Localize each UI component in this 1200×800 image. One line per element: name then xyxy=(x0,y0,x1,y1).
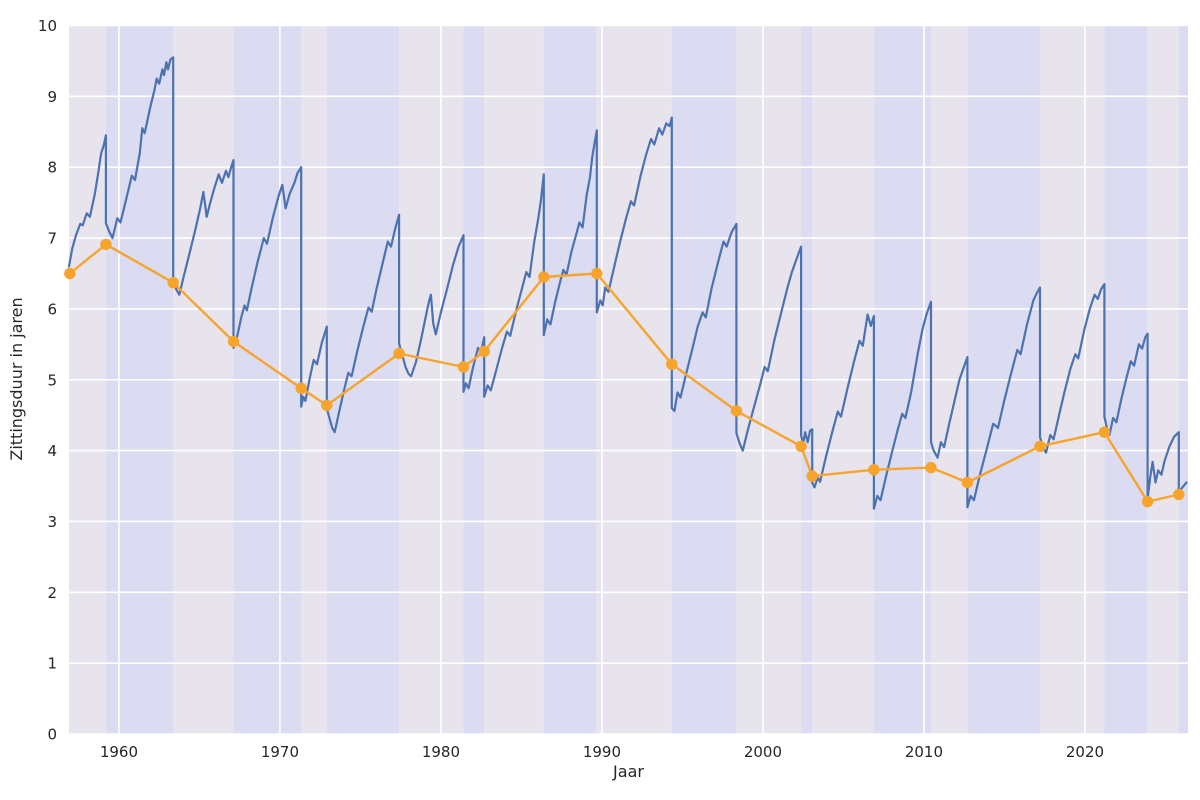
y-tick-label: 10 xyxy=(38,17,57,35)
y-tick-label: 0 xyxy=(47,726,57,744)
election-average-marker xyxy=(393,347,405,360)
x-tick-label: 2000 xyxy=(744,743,782,761)
election-average-marker xyxy=(961,476,974,489)
y-tick-label: 1 xyxy=(47,655,57,673)
tenure-line xyxy=(67,56,1188,510)
x-tick-label: 1960 xyxy=(100,743,138,761)
election-average-marker xyxy=(591,267,603,280)
x-tick-label: 1990 xyxy=(583,743,621,761)
y-tick-label: 6 xyxy=(47,300,57,318)
election-average-marker xyxy=(1098,426,1111,438)
election-average-marker xyxy=(321,399,333,411)
x-tick-label: 1980 xyxy=(422,743,460,761)
election-average-marker xyxy=(457,361,470,373)
election-average-marker xyxy=(806,470,818,482)
election-average-marker xyxy=(795,440,807,452)
election-average-marker xyxy=(868,464,880,476)
election-average-marker xyxy=(730,405,743,417)
y-tick-label: 4 xyxy=(47,442,57,460)
election-average-marker xyxy=(666,358,678,370)
x-tick-label: 2020 xyxy=(1066,743,1104,761)
y-tick-label: 2 xyxy=(47,584,57,602)
election-average-marker xyxy=(227,335,240,348)
y-tick-label: 9 xyxy=(47,88,57,106)
y-tick-label: 7 xyxy=(47,230,57,248)
election-average-marker xyxy=(1173,488,1185,501)
election-average-marker xyxy=(1141,495,1154,508)
election-average-marker xyxy=(925,461,937,474)
election-average-marker xyxy=(100,238,112,251)
x-axis-label: Jaar xyxy=(613,762,644,781)
x-tick-label: 1970 xyxy=(261,743,299,761)
election-average-marker xyxy=(64,267,76,280)
election-average-marker xyxy=(167,277,179,289)
y-tick-label: 3 xyxy=(47,513,57,531)
election-average-marker xyxy=(295,382,307,394)
election-average-marker xyxy=(1034,440,1046,452)
election-average-line xyxy=(68,243,1181,503)
y-tick-label: 8 xyxy=(47,159,57,177)
y-axis-label: Zittingsduur in jaren xyxy=(7,297,26,461)
election-average-marker xyxy=(478,345,490,358)
x-tick-label: 2010 xyxy=(905,743,943,761)
election-average-marker xyxy=(538,271,550,283)
y-tick-label: 5 xyxy=(47,371,57,389)
